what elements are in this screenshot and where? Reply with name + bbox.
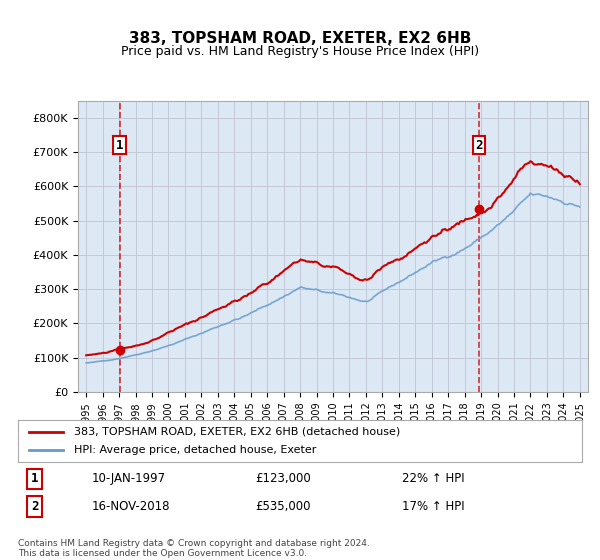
Text: 22% ↑ HPI: 22% ↑ HPI [401,473,464,486]
Text: 10-JAN-1997: 10-JAN-1997 [91,473,166,486]
Text: 2: 2 [475,139,483,152]
Text: 16-NOV-2018: 16-NOV-2018 [91,500,170,513]
Text: Price paid vs. HM Land Registry's House Price Index (HPI): Price paid vs. HM Land Registry's House … [121,45,479,58]
Text: 2: 2 [31,500,38,513]
Text: 17% ↑ HPI: 17% ↑ HPI [401,500,464,513]
Text: 383, TOPSHAM ROAD, EXETER, EX2 6HB: 383, TOPSHAM ROAD, EXETER, EX2 6HB [129,31,471,46]
Text: Contains HM Land Registry data © Crown copyright and database right 2024.: Contains HM Land Registry data © Crown c… [18,539,370,548]
Text: 1: 1 [116,139,124,152]
Text: This data is licensed under the Open Government Licence v3.0.: This data is licensed under the Open Gov… [18,549,307,558]
Text: 1: 1 [31,473,38,486]
Text: £123,000: £123,000 [255,473,311,486]
Text: £535,000: £535,000 [255,500,310,513]
Text: HPI: Average price, detached house, Exeter: HPI: Average price, detached house, Exet… [74,445,317,455]
Text: 383, TOPSHAM ROAD, EXETER, EX2 6HB (detached house): 383, TOPSHAM ROAD, EXETER, EX2 6HB (deta… [74,427,401,437]
